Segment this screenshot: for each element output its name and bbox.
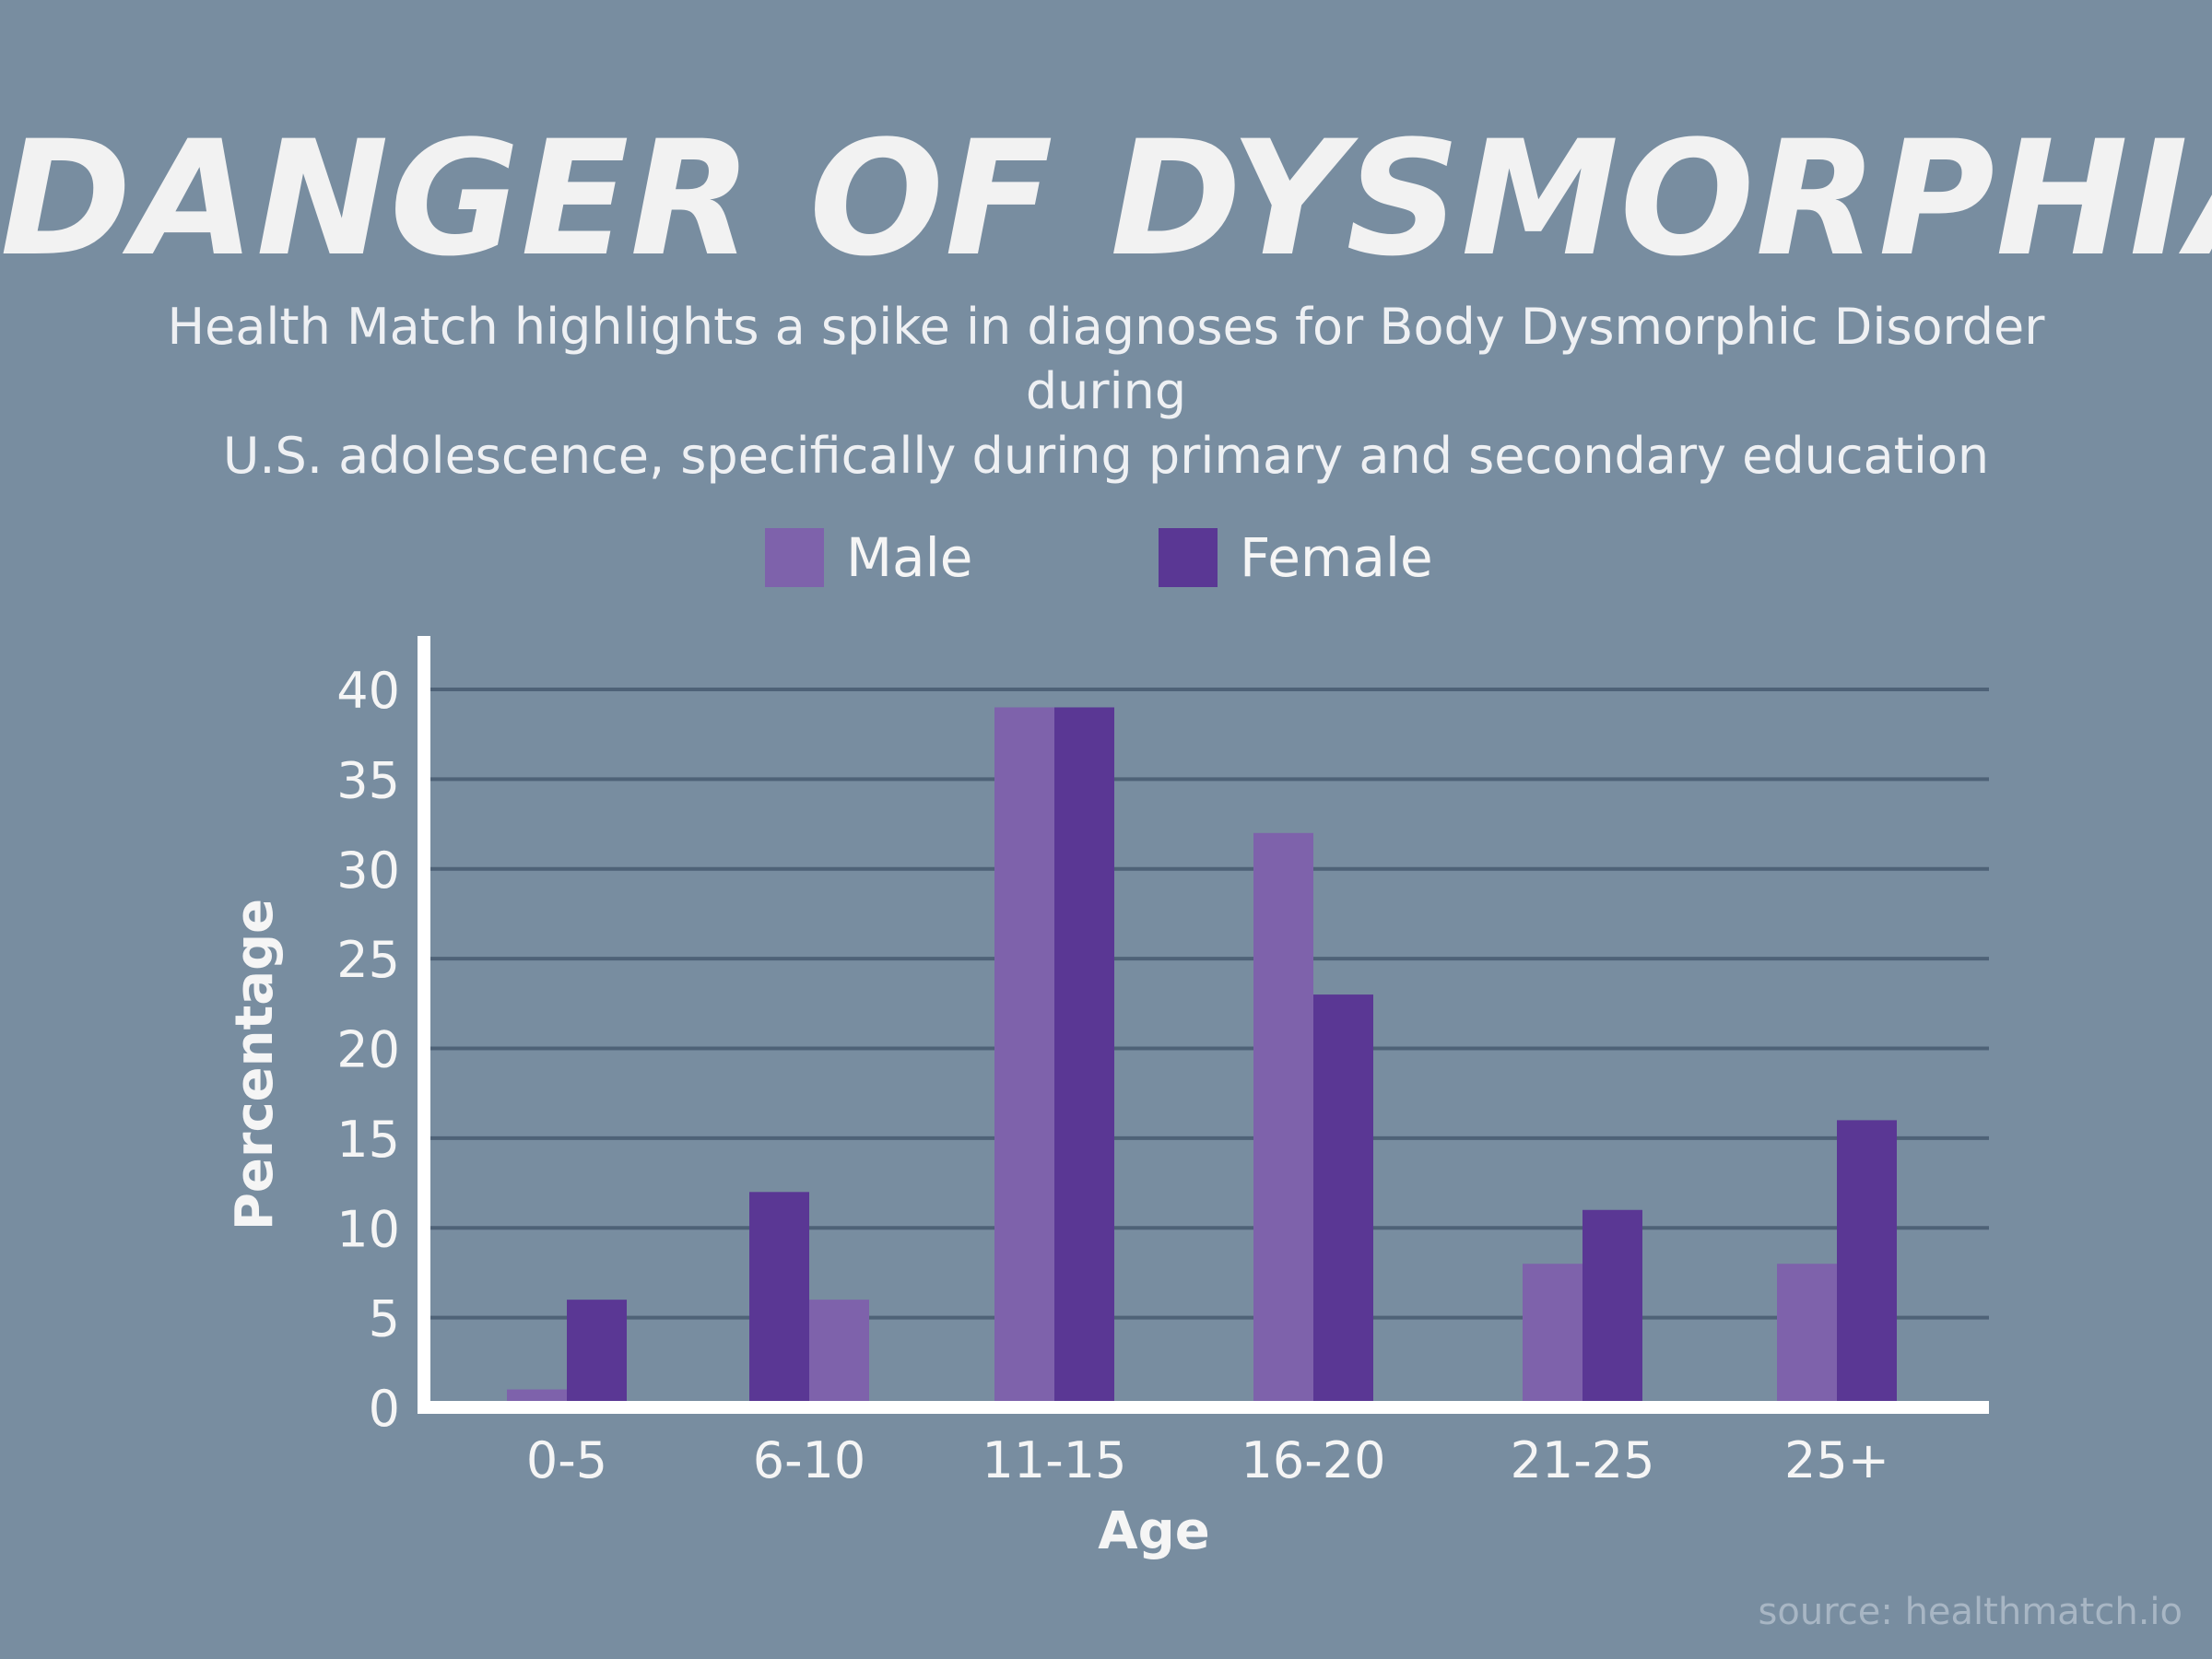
y-tick-label-25: 25: [336, 931, 400, 989]
x-axis-title: Age: [1098, 1501, 1209, 1561]
y-tick-label-40: 40: [336, 662, 400, 720]
bar-male-25+: [1777, 1264, 1837, 1407]
x-tick-label-0-5: 0-5: [526, 1431, 607, 1489]
bar-male-16-20: [1253, 832, 1313, 1407]
subtitle-line-1: Health Match highlights a spike in diagn…: [167, 298, 2045, 420]
x-tick-label-21-25: 21-25: [1511, 1431, 1655, 1489]
chart-legend: Male Female: [0, 525, 2212, 590]
y-tick-label-30: 30: [336, 841, 400, 900]
x-tick-label-11-15: 11-15: [982, 1431, 1127, 1489]
chart-title: DANGER OF DYSMORPHIA: [0, 106, 2212, 291]
bar-female-6-10: [749, 1192, 809, 1407]
y-tick-label-20: 20: [336, 1021, 400, 1079]
y-tick-label-15: 15: [336, 1111, 400, 1169]
bar-female-16-20: [1313, 994, 1373, 1407]
legend-item-male: Male: [765, 525, 972, 590]
tick-labels: 0 5 10 15 20 25 30 35 40 0-5 6-10 11-15 16-20 21-25 25…: [336, 662, 1889, 1489]
bar-female-0-5: [567, 1300, 627, 1407]
legend-swatch-male: [765, 528, 824, 587]
chart-subtitle: Health Match highlights a spike in diagn…: [92, 295, 2120, 488]
x-tick-label-25+: 25+: [1784, 1431, 1889, 1489]
bar-female-25+: [1837, 1120, 1897, 1407]
y-axis-title: Percentage: [225, 899, 285, 1230]
y-tick-label-35: 35: [336, 751, 400, 809]
subtitle-line-2: U.S. adolescence, specifically during pr…: [222, 427, 1990, 485]
bar-female-11-15: [1054, 707, 1114, 1407]
x-tick-label-6-10: 6-10: [753, 1431, 866, 1489]
bar-male-6-10: [809, 1300, 869, 1407]
grid-lines: [424, 688, 1989, 1320]
axes: [418, 636, 1989, 1414]
y-tick-label-5: 5: [369, 1290, 400, 1348]
legend-label-female: Female: [1240, 526, 1433, 589]
legend-label-male: Male: [846, 526, 973, 589]
y-tick-label-0: 0: [369, 1380, 400, 1438]
bar-female-21-25: [1583, 1209, 1642, 1407]
y-tick-label-10: 10: [336, 1200, 400, 1258]
bars: [507, 707, 1897, 1407]
bar-male-11-15: [994, 707, 1054, 1407]
bar-male-21-25: [1523, 1264, 1583, 1407]
x-tick-label-16-20: 16-20: [1241, 1431, 1386, 1489]
source-credit: source: healthmatch.io: [1758, 1591, 2183, 1633]
legend-item-female: Female: [1159, 525, 1433, 590]
legend-swatch-female: [1159, 528, 1218, 587]
